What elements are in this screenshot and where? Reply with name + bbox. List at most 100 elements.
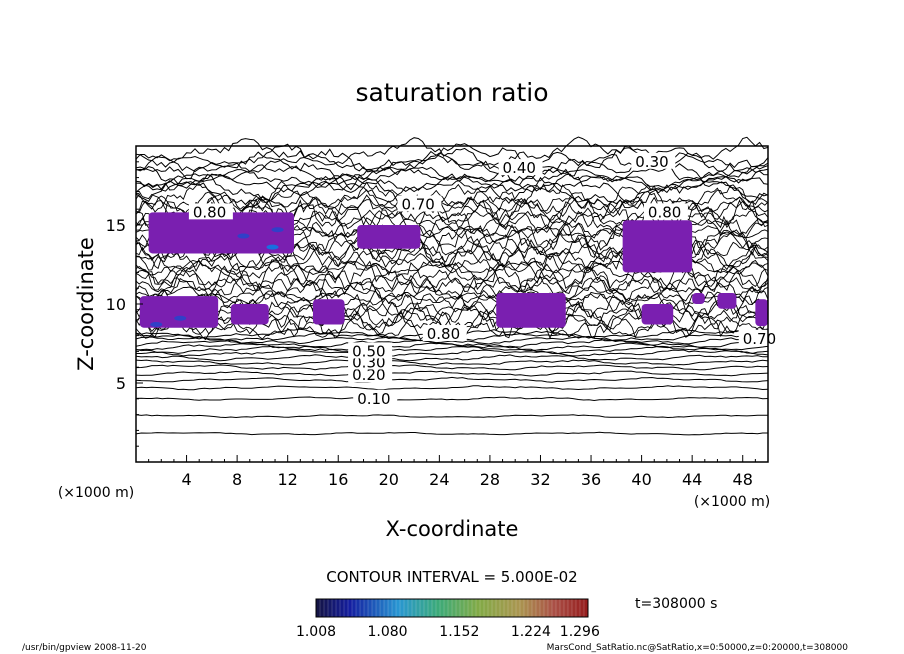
x-unit-label: (×1000 m)	[694, 494, 770, 510]
colorbar-step-9	[352, 599, 356, 617]
y-axis-ticks: 5 10 15	[106, 161, 143, 447]
x-tick-label-0: 4	[181, 470, 191, 489]
contour-interval-text: CONTOUR INTERVAL = 5.000E-02	[326, 568, 577, 586]
contour-line-47	[135, 176, 769, 210]
contour-label-8: 0.70	[401, 195, 434, 213]
colorbar-step-65	[576, 599, 580, 617]
contour-line-10	[135, 345, 769, 355]
colorbar-step-13	[368, 599, 372, 617]
colorbar-step-64	[572, 599, 576, 617]
supersat-region-9	[717, 292, 737, 309]
x-tick-label-10: 44	[682, 470, 702, 489]
colorbar-tick-0: 1.008	[296, 624, 336, 640]
colorbar-step-16	[380, 599, 384, 617]
contour-line-26	[135, 274, 769, 295]
colorbar-step-60	[556, 599, 560, 617]
colorbar-step-6	[340, 599, 344, 617]
colorbar-tick-labels: 1.008 1.080 1.152 1.224 1.296	[296, 624, 600, 640]
supersaturation-fill	[139, 212, 768, 328]
x-tick-label-3: 16	[328, 470, 348, 489]
colorbar-step-5	[336, 599, 340, 617]
contour-label-bg-0	[353, 389, 398, 406]
colorbar-step-57	[544, 599, 548, 617]
contour-line-50	[135, 167, 769, 189]
colorbar-step-11	[360, 599, 364, 617]
contour-label-bg-7	[498, 159, 543, 176]
x-tick-label-5: 24	[429, 470, 449, 489]
colorbar-frame	[315, 598, 589, 618]
colorbar-step-45	[496, 599, 500, 617]
contour-label-bg-4	[422, 325, 467, 342]
colorbar-step-59	[552, 599, 556, 617]
contour-line-3	[135, 385, 769, 391]
colorbar-step-62	[564, 599, 568, 617]
colorbar-step-55	[536, 599, 540, 617]
x-axis-label: X-coordinate	[386, 517, 519, 541]
colorbar-step-67	[584, 599, 588, 617]
contour-label-bg-1	[348, 366, 393, 383]
contour-label-bg-8	[397, 195, 442, 212]
contour-label-bg-9	[643, 203, 688, 220]
colorbar-step-7	[344, 599, 348, 617]
colorbar-step-26	[420, 599, 424, 617]
colorbar-step-31	[440, 599, 444, 617]
colorbar-step-4	[332, 599, 336, 617]
supersat-region-2	[139, 296, 219, 328]
colorbar-step-8	[348, 599, 352, 617]
contour-line-5	[135, 370, 769, 377]
colorbar-step-42	[484, 599, 488, 617]
colorbar-step-66	[580, 599, 584, 617]
contour-label-10: 0.80	[193, 203, 226, 221]
colorbar-step-35	[456, 599, 460, 617]
colorbar-step-46	[500, 599, 504, 617]
high-value-patch-3	[174, 315, 187, 321]
colorbar-step-34	[452, 599, 456, 617]
colorbar-step-37	[464, 599, 468, 617]
colorbar-step-48	[508, 599, 512, 617]
x-tick-label-9: 40	[631, 470, 651, 489]
x-tick-label-7: 32	[530, 470, 550, 489]
colorbar-step-51	[520, 599, 524, 617]
contour-line-4	[135, 376, 769, 383]
colorbar-step-50	[516, 599, 520, 617]
colorbar	[315, 599, 588, 617]
colorbar-step-3	[328, 599, 332, 617]
contour-line-48	[135, 173, 769, 204]
y-tick-label-0: 5	[116, 374, 126, 393]
contour-lines	[135, 136, 769, 436]
colorbar-step-54	[532, 599, 536, 617]
y-axis-label: Z-coordinate	[74, 237, 98, 371]
colorbar-step-40	[476, 599, 480, 617]
colorbar-step-56	[540, 599, 544, 617]
contour-label-4: 0.80	[427, 325, 460, 343]
colorbar-tick-2: 1.152	[439, 624, 479, 640]
contour-label-0: 0.10	[357, 390, 390, 408]
colorbar-step-47	[504, 599, 508, 617]
colorbar-step-33	[448, 599, 452, 617]
colorbar-step-17	[384, 599, 388, 617]
contour-line-24	[135, 284, 769, 304]
colorbar-step-1	[320, 599, 324, 617]
contour-label-bg-3	[348, 342, 393, 359]
colorbar-step-53	[528, 599, 532, 617]
colorbar-tick-3: 1.224	[511, 624, 551, 640]
x-axis-ticks: 4 8 12 16 20 24 28 32 36 40 44 48	[148, 455, 756, 489]
supersat-region-1	[357, 225, 421, 249]
colorbar-step-27	[424, 599, 428, 617]
contour-line-0	[135, 431, 768, 436]
contour-label-bg-10	[188, 203, 233, 220]
colorbar-step-52	[524, 599, 528, 617]
footer-left: /usr/bin/gpview 2008-11-20	[22, 643, 147, 653]
high-value-patch-0	[237, 233, 250, 239]
colorbar-step-12	[364, 599, 368, 617]
contour-line-9	[136, 349, 769, 357]
contour-line-7	[135, 359, 769, 366]
colorbar-step-38	[468, 599, 472, 617]
colorbar-step-20	[396, 599, 400, 617]
supersat-region-8	[692, 292, 705, 304]
time-label: t=308000 s	[635, 596, 717, 612]
y-tick-label-2: 15	[106, 216, 126, 235]
colorbar-step-63	[568, 599, 572, 617]
supersat-region-4	[312, 299, 345, 325]
